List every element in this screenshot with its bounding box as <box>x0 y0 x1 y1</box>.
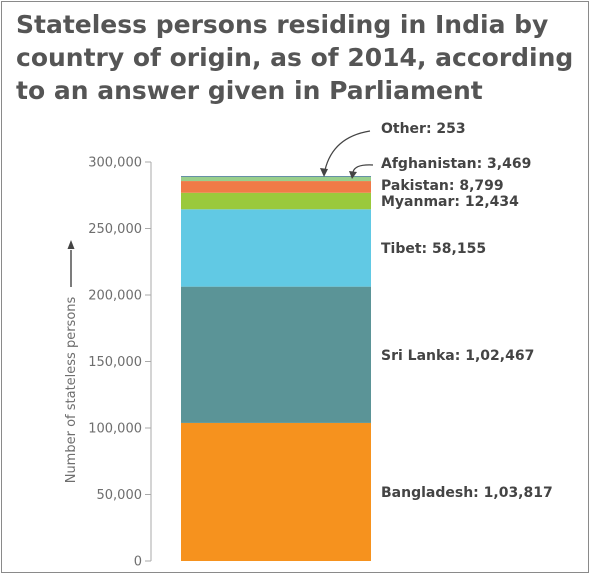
y-tick-label: 250,000 <box>88 222 142 237</box>
y-tick-label: 100,000 <box>88 422 142 437</box>
segment-label-pakistan: Pakistan: 8,799 <box>381 178 504 194</box>
other-callout-arrow <box>324 130 371 171</box>
bar-segment-sri-lanka <box>181 286 371 423</box>
segment-label-bangladesh: Bangladesh: 1,03,817 <box>381 485 553 501</box>
bar-segment-tibet <box>181 209 371 287</box>
bar-segment-myanmar <box>181 192 371 210</box>
y-tick-label: 150,000 <box>88 355 142 370</box>
segment-label-other: Other: 253 <box>381 121 466 137</box>
bar-segment-pakistan <box>181 181 371 193</box>
y-tick-label: 0 <box>134 555 142 570</box>
chart-title: Stateless persons residing in India by c… <box>16 10 574 105</box>
y-axis-arrow <box>67 240 75 287</box>
bar-segment-afghanistan <box>181 176 371 182</box>
y-tick-label: 200,000 <box>88 289 142 304</box>
afghanistan-callout-arrowhead <box>349 171 357 179</box>
y-axis-label: Number of stateless persons <box>64 296 79 483</box>
segment-label-sri-lanka: Sri Lanka: 1,02,467 <box>381 348 534 364</box>
y-tick-label: 300,000 <box>88 156 142 171</box>
callout-arrows <box>320 130 374 179</box>
other-callout-arrowhead <box>320 168 328 177</box>
segment-label-tibet: Tibet: 58,155 <box>381 241 486 257</box>
segment-label-afghanistan: Afghanistan: 3,469 <box>381 156 531 172</box>
afghanistan-callout-arrow <box>352 164 374 173</box>
y-tick-label: 50,000 <box>97 488 143 503</box>
bar-segment-other <box>181 176 371 177</box>
segment-label-myanmar: Myanmar: 12,434 <box>381 194 519 210</box>
bar-segment-bangladesh <box>181 422 371 561</box>
